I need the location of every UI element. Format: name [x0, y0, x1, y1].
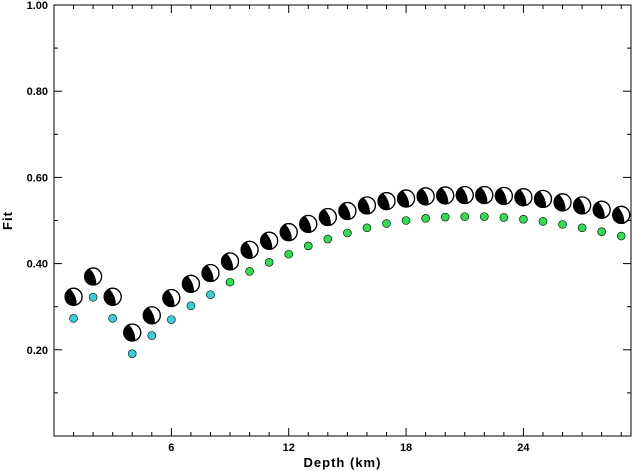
mechanism-beachball [514, 188, 533, 207]
y-tick-label: 0.40 [27, 259, 48, 271]
mechanism-beachball [220, 252, 240, 271]
mechanism-beachball [592, 200, 611, 219]
mechanism-beachball [299, 214, 318, 234]
mechanism-beachball [318, 207, 337, 227]
y-tick-label: 1.00 [27, 0, 48, 12]
fit-dot [323, 234, 333, 244]
fit-dot [108, 314, 117, 323]
y-tick-label: 0.80 [27, 86, 48, 98]
data-series [64, 185, 631, 358]
mechanism-beachball [357, 196, 377, 215]
mechanism-beachball [475, 185, 494, 205]
fit-dot [206, 290, 215, 299]
mechanism-beachball [436, 186, 455, 205]
y-tick-label: 0.20 [27, 345, 48, 357]
mechanism-beachball [181, 274, 201, 293]
mechanism-beachball [377, 192, 396, 211]
fit-dot [186, 301, 196, 311]
mechanism-beachball [573, 196, 592, 215]
fit-dot [558, 220, 567, 229]
fit-dot [499, 213, 509, 222]
fit-dot [69, 314, 78, 323]
fit-dot [519, 214, 528, 224]
mechanism-beachball [553, 193, 572, 212]
mechanism-beachball [240, 240, 259, 259]
fit-dot [303, 241, 313, 251]
fit-dot [577, 223, 587, 233]
mechanism-beachball [84, 267, 103, 286]
x-tick-label: 24 [517, 442, 530, 454]
mechanism-beachball [123, 323, 142, 342]
mechanism-beachball [338, 201, 357, 221]
fit-dot [343, 228, 352, 238]
y-tick-label: 0.60 [27, 172, 48, 184]
fit-dot [284, 249, 294, 259]
mechanism-beachball [612, 205, 631, 224]
fit-dot [382, 219, 391, 228]
x-tick-label: 18 [400, 442, 412, 454]
mechanism-beachball [279, 223, 298, 242]
y-axis-title: Fit [0, 211, 15, 230]
mechanism-beachball [533, 189, 553, 209]
mechanism-beachball [494, 186, 513, 206]
mechanism-beachball [455, 185, 474, 205]
plot-frame [53, 4, 632, 437]
fit-dot [616, 231, 626, 241]
fit-dot [147, 331, 157, 340]
x-axis-title: Depth (km) [304, 455, 382, 470]
mechanism-beachball [260, 231, 279, 250]
mechanism-beachball [142, 306, 161, 325]
fit-dot [127, 349, 137, 358]
fit-dot [440, 212, 450, 222]
fit-dot [480, 212, 489, 221]
fit-dot [264, 258, 274, 267]
fit-dot [538, 217, 548, 226]
fit-dot [167, 315, 176, 324]
tick-labels: 6 12 18 24 0.20 0.40 0.60 0.80 1.00 [27, 0, 531, 454]
fit-dot [460, 212, 470, 221]
mechanism-beachball [64, 287, 83, 306]
mechanism-beachball [103, 287, 122, 306]
fit-dot [245, 267, 254, 276]
fit-dot [362, 223, 372, 233]
fit-dot [401, 216, 411, 225]
mechanism-beachball [201, 263, 220, 283]
fit-dot [225, 277, 235, 287]
fit-dot [88, 292, 98, 302]
mechanism-beachball [396, 189, 416, 208]
fit-dot [597, 227, 606, 237]
mechanism-beachball [416, 187, 435, 206]
fit-dot [421, 214, 430, 223]
x-tick-label: 12 [283, 442, 295, 454]
mechanism-beachball [162, 288, 181, 308]
x-tick-label: 6 [168, 442, 174, 454]
